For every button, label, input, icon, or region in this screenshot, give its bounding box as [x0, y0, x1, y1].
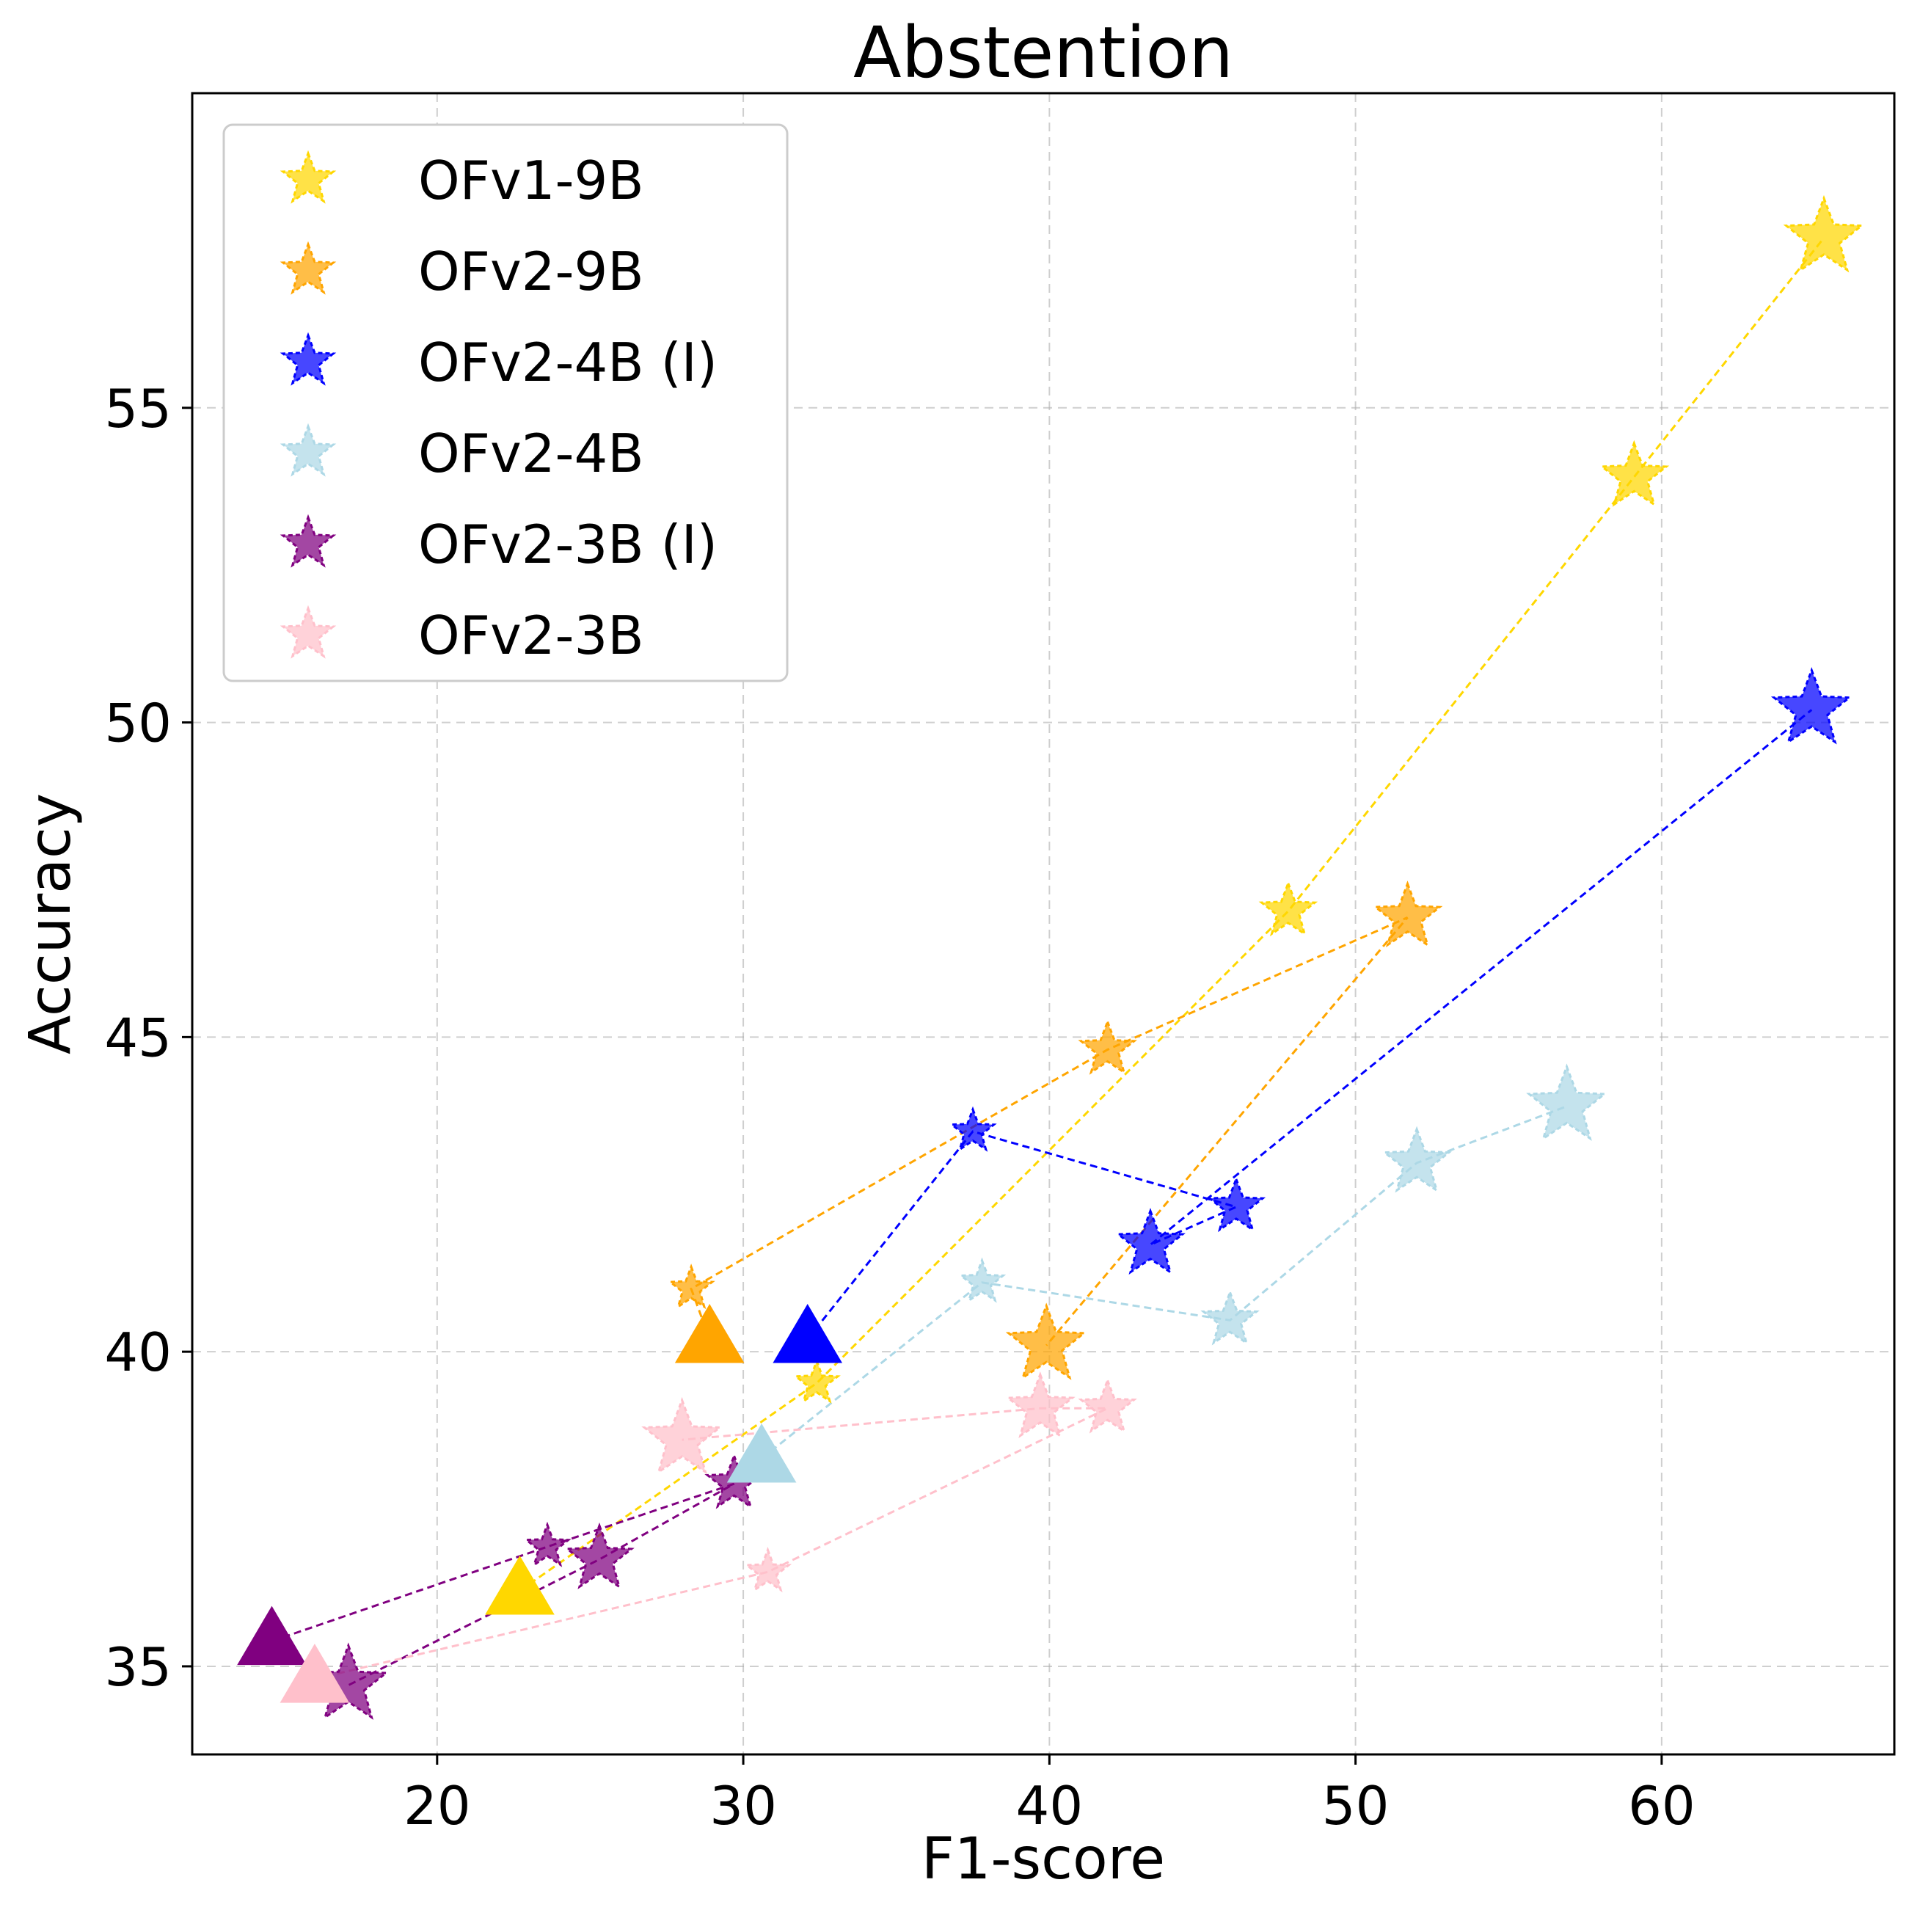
- baseline-triangle: [726, 1423, 797, 1483]
- baseline-triangle: [280, 1644, 350, 1703]
- star-point: [1783, 194, 1865, 273]
- star-point: [743, 1547, 792, 1593]
- legend-star-marker: [280, 241, 337, 295]
- star-point: [523, 1521, 572, 1567]
- x-tick-label: 30: [709, 1775, 777, 1837]
- legend-star-marker: [280, 605, 337, 659]
- y-tick-label: 35: [104, 1636, 172, 1698]
- star-point: [1005, 1302, 1087, 1380]
- x-tick-label: 60: [1628, 1775, 1695, 1837]
- x-tick-label: 40: [1016, 1775, 1084, 1837]
- star-point: [564, 1522, 635, 1589]
- x-tick-label: 50: [1322, 1775, 1390, 1837]
- legend-star-marker: [280, 332, 337, 386]
- series-line: [314, 1407, 1109, 1680]
- x-tick-label: 20: [404, 1775, 471, 1837]
- y-tick-label: 50: [104, 693, 172, 754]
- plot-frame: [191, 92, 1896, 1756]
- star-point: [792, 1357, 841, 1404]
- y-tick-label: 45: [104, 1007, 172, 1068]
- legend: OFv1-9B OFv2-9B OFv2-4B (I) OFv2-4B OFv2-3B …: [222, 123, 789, 682]
- star-point: [1200, 1289, 1260, 1346]
- baseline-triangle: [674, 1304, 745, 1363]
- legend-entry-label: OFv1-9B: [418, 150, 644, 211]
- chart-title: Abstention: [853, 12, 1233, 94]
- star-point: [1078, 1377, 1137, 1434]
- x-axis-label: F1-score: [921, 1826, 1165, 1892]
- star-point: [1770, 667, 1853, 745]
- star-point: [1372, 881, 1443, 948]
- series-line: [519, 237, 1825, 1592]
- y-tick-label: 40: [104, 1322, 172, 1383]
- legend-entry-label: OFv2-9B: [418, 241, 644, 302]
- star-point: [1115, 1208, 1186, 1275]
- legend-entry-label: OFv2-3B: [418, 605, 644, 666]
- star-point: [1078, 1018, 1137, 1075]
- legend-star-marker: [280, 514, 337, 568]
- star-point: [641, 1396, 723, 1475]
- star-point: [1005, 1371, 1076, 1438]
- star-point: [1599, 440, 1670, 507]
- star-point: [667, 1264, 715, 1310]
- star-point: [1381, 1126, 1452, 1193]
- series-line: [761, 1105, 1568, 1460]
- baseline-triangle: [773, 1304, 843, 1363]
- star-point: [957, 1257, 1007, 1303]
- y-axis-label: Accuracy: [18, 793, 84, 1054]
- star-point: [1206, 1175, 1266, 1233]
- legend-box: [222, 123, 789, 682]
- star-point: [1258, 880, 1318, 937]
- baseline-triangle: [237, 1605, 307, 1666]
- legend-star-marker: [280, 150, 337, 204]
- legend-star-marker: [280, 423, 337, 477]
- star-point: [949, 1106, 997, 1152]
- star-point: [1526, 1063, 1607, 1141]
- y-tick-label: 55: [104, 378, 172, 440]
- series-line: [806, 709, 1813, 1340]
- series-markers: [237, 194, 1865, 1720]
- axis-ticks: 20 30 40 50 60 35 40 45 50 55: [104, 378, 1695, 1837]
- legend-entry-label: OFv2-4B (I): [418, 332, 718, 393]
- legend-entry-label: OFv2-4B: [418, 423, 644, 484]
- baseline-triangle: [485, 1556, 555, 1615]
- legend-entry-label: OFv2-3B (I): [418, 514, 718, 575]
